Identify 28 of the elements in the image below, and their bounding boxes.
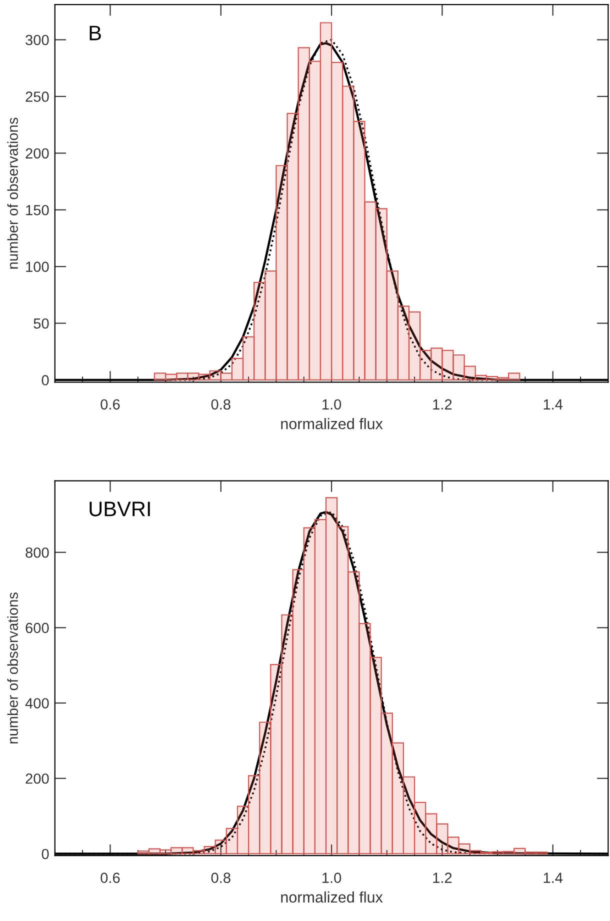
x-tick-label: 0.8: [211, 872, 230, 883]
y-tick-label: 400: [25, 698, 49, 708]
x-tick-label: 0.8: [211, 399, 230, 410]
y-tick-label: 600: [26, 622, 49, 634]
x-axis-title: normalized flux: [281, 891, 383, 903]
y-tick-label: 0: [42, 375, 49, 386]
y-tick-label: 0: [42, 848, 49, 860]
y-tick-label: 200: [26, 773, 49, 784]
y-tick-label: 50: [34, 318, 49, 329]
x-tick-label: 1.2: [433, 399, 452, 410]
y-tick-label: 100: [26, 262, 49, 272]
x-tick-label: 1.4: [544, 872, 563, 883]
x-tick-label: 1.4: [544, 399, 563, 410]
x-axis-title: normalized flux: [281, 418, 383, 430]
y-tick-label: 800: [26, 547, 49, 558]
y-tick-label: 250: [26, 92, 49, 102]
y-axis-title: number of observations: [7, 592, 18, 744]
x-tick-label: 0.6: [100, 872, 120, 883]
x-tick-label: 1.2: [433, 872, 452, 883]
x-tick-label: 0.6: [100, 399, 120, 410]
y-tick-label: 150: [26, 204, 49, 216]
x-tick-label: 1.0: [322, 872, 342, 883]
y-tick-label: 300: [26, 34, 49, 46]
y-tick-label: 200: [26, 148, 49, 159]
annotation: UBVRI: [90, 502, 150, 516]
y-axis-title: number of observations: [7, 118, 18, 269]
annotation: B: [90, 26, 101, 40]
x-tick-label: 1.0: [322, 399, 342, 410]
